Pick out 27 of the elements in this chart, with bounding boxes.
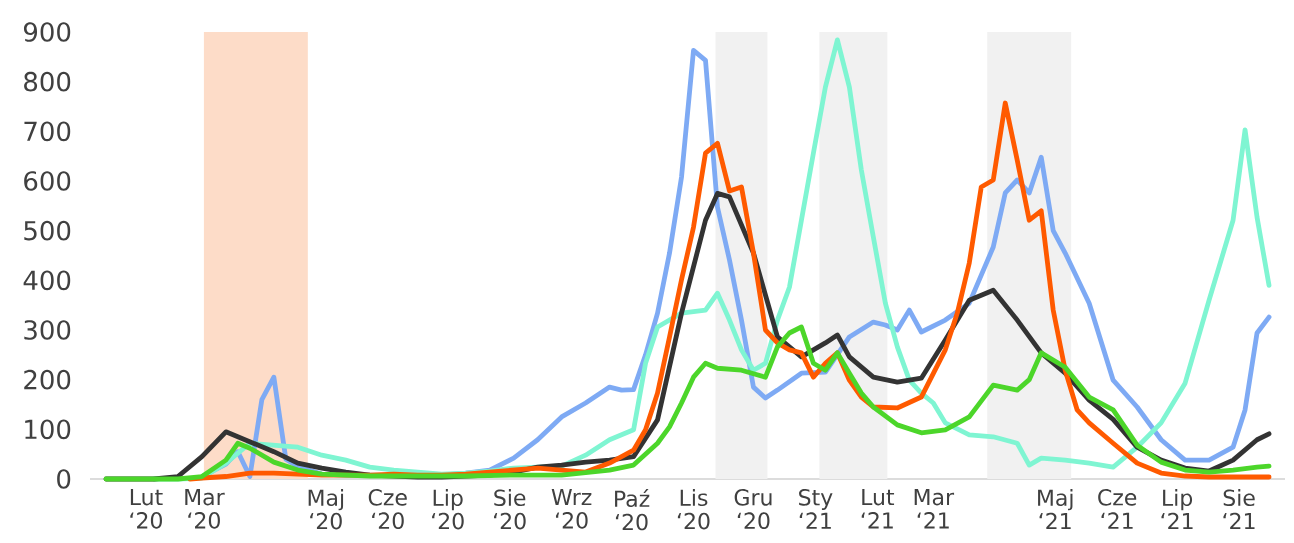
x-tick-label: Wrz ‘20 (551, 489, 592, 529)
y-tick-label: 600 (24, 171, 71, 191)
x-tick-label: Maj ‘20 (308, 489, 344, 530)
y-tick-label: 800 (24, 71, 71, 92)
x-tick-label: Sty ‘21 (799, 489, 833, 529)
x-tick-label: Lut ‘21 (861, 489, 895, 529)
x-tick-label: Cze ‘21 (1098, 489, 1137, 529)
y-tick-label: 0 (57, 469, 71, 489)
x-tick-label: Gru ‘20 (734, 489, 772, 530)
y-tick-label: 700 (24, 121, 71, 142)
x-tick-label: Lip ‘20 (432, 489, 464, 530)
y-tick-label: 900 (23, 22, 71, 42)
x-tick-label: Maj ‘21 (1038, 489, 1073, 530)
y-tick-label: 200 (24, 369, 71, 390)
x-tick-label: Paź ‘20 (615, 489, 650, 531)
y-tick-label: 500 (24, 220, 71, 241)
y-tick-label: 300 (24, 320, 71, 340)
x-tick-label: Mar ‘21 (914, 489, 955, 529)
x-tick-label: Mar ‘20 (185, 489, 225, 529)
x-tick-label: Sie ‘20 (494, 489, 526, 530)
x-tick-label: Lis ‘20 (677, 489, 710, 530)
x-tick-label: Cze ‘20 (368, 489, 407, 530)
y-tick-label: 100 (25, 419, 71, 440)
x-tick-label: Lut ‘20 (130, 489, 163, 529)
y-tick-label: 400 (23, 270, 71, 291)
x-tick-label: Lip ‘21 (1161, 489, 1193, 530)
x-tick-label: Sie ‘21 (1223, 489, 1255, 530)
